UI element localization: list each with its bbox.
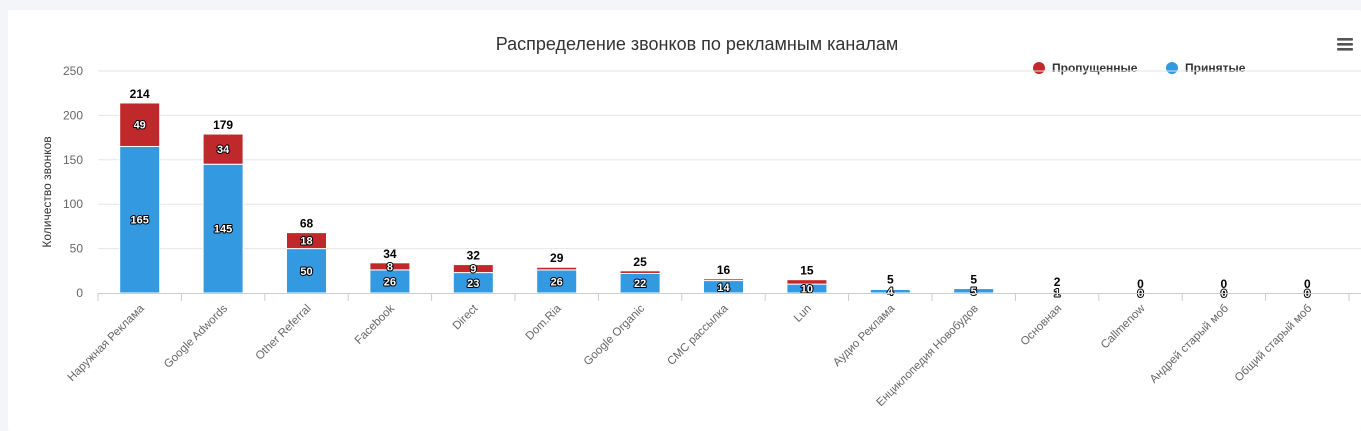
y-axis-title: Количество звонков: [40, 136, 54, 247]
total-label: 214: [130, 87, 150, 101]
data-label-accepted: 14: [717, 282, 730, 294]
total-label: 0: [1304, 277, 1311, 291]
x-tick-label: Lun: [792, 303, 814, 325]
x-tick-label: Наружная Реклама: [66, 302, 148, 384]
data-label-accepted: 26: [551, 276, 563, 288]
bar-stack[interactable]: 34 26 8: [369, 247, 411, 294]
bar-stack[interactable]: 25 22: [619, 255, 661, 294]
total-label: 15: [800, 264, 814, 278]
y-tick-label: 200: [63, 108, 83, 122]
bar-missed[interactable]: [786, 279, 828, 285]
bar-stack[interactable]: 32 23 9: [452, 249, 494, 294]
bar-missed[interactable]: [286, 232, 327, 250]
data-label-accepted: 50: [300, 266, 312, 278]
y-tick-label: 150: [63, 153, 83, 167]
total-label: 5: [970, 273, 977, 287]
data-label-missed: 34: [217, 144, 230, 156]
data-label-accepted: 165: [131, 215, 149, 227]
bar-missed[interactable]: [619, 270, 661, 274]
y-axis: 0 50 100 150 200 250: [63, 64, 83, 300]
x-tick-label: Основная: [1019, 303, 1065, 349]
x-axis: Наружная Реклама Google Adwords Other Refe…: [66, 293, 1361, 409]
x-tick-label: Other Referral: [254, 303, 314, 363]
chart-card: Распределение звонков по рекламным канал…: [8, 10, 1361, 431]
bar-missed[interactable]: [452, 264, 494, 274]
data-label-accepted: 5: [971, 286, 977, 298]
bar-stack[interactable]: 00: [1136, 277, 1144, 301]
total-label: 25: [633, 255, 647, 269]
legend-item[interactable]: Пропущенные: [1033, 61, 1138, 75]
legend: Пропущенные Принятые: [1033, 61, 1246, 75]
bar-accepted[interactable]: [119, 145, 161, 294]
data-label-accepted: 145: [214, 224, 232, 236]
bar-stack[interactable]: 00: [1303, 277, 1311, 301]
total-label: 0: [1137, 277, 1144, 291]
y-tick-label: 0: [76, 286, 83, 300]
total-label: 5: [887, 273, 894, 287]
bar-missed[interactable]: [536, 266, 578, 271]
total-label: 179: [213, 118, 233, 132]
x-tick-label: Google Adwords: [162, 302, 230, 370]
x-tick-label: Facebook: [353, 302, 397, 346]
legend-label: Принятые: [1185, 61, 1246, 75]
total-label: 2: [1054, 275, 1061, 289]
data-label-accepted: 22: [634, 278, 646, 290]
legend-marker: [1033, 62, 1045, 74]
x-tick-label: Direct: [451, 302, 481, 332]
x-tick-label: Андрей старый моб: [1148, 302, 1231, 385]
chart-title: Распределение звонков по рекламным канал…: [496, 34, 899, 54]
data-label-missed: 8: [387, 261, 393, 273]
bar-stack[interactable]: 29 26: [536, 251, 578, 294]
bar-stack[interactable]: 179 145 34: [202, 118, 244, 294]
data-label-missed: 49: [134, 120, 146, 132]
bar-missed[interactable]: [119, 102, 161, 147]
legend-label: Пропущенные: [1052, 61, 1138, 75]
x-tick-label: Google Organic: [582, 302, 648, 368]
bar-missed[interactable]: [1036, 290, 1078, 293]
data-label-accepted: 4: [887, 286, 894, 298]
y-tick-label: 100: [63, 197, 83, 211]
bar-missed[interactable]: [202, 133, 244, 165]
data-label-missed: 18: [300, 236, 312, 248]
bar-missed[interactable]: [703, 278, 744, 282]
legend-marker: [1166, 62, 1178, 74]
data-label-missed: 9: [470, 264, 476, 276]
total-label: 16: [717, 263, 731, 277]
grid-lines: [98, 70, 1361, 250]
x-tick-label: Общий старый моб: [1233, 302, 1315, 384]
total-label: 68: [300, 217, 314, 231]
bar-missed[interactable]: [369, 262, 411, 271]
data-label-accepted: 23: [467, 278, 479, 290]
bar-stack[interactable]: 214 165 49: [119, 87, 161, 294]
y-tick-label: 50: [70, 242, 84, 256]
x-tick-label: Енциклопедия Новобудов: [875, 303, 981, 409]
total-label: 0: [1221, 277, 1228, 291]
hamburger-menu-icon: [1337, 38, 1353, 51]
x-tick-label: Аудио Реклама: [831, 302, 898, 369]
x-tick-label: Dom.Ria: [524, 302, 565, 343]
bar-stack[interactable]: 21: [1036, 275, 1078, 301]
bar-stack[interactable]: 00: [1220, 277, 1228, 301]
legend-item[interactable]: Принятые: [1166, 61, 1246, 75]
total-label: 29: [550, 251, 564, 265]
total-label: 34: [383, 247, 397, 261]
x-tick-label: СМС рассылка: [665, 302, 731, 368]
bar-stack[interactable]: 68 50 18: [286, 217, 327, 294]
menu-button[interactable]: [1333, 34, 1357, 56]
total-label: 32: [467, 249, 481, 263]
data-label-accepted: 26: [384, 276, 396, 288]
bar-chart: Распределение звонков по рекламным канал…: [40, 34, 1361, 409]
bar-missed[interactable]: [869, 288, 911, 290]
x-tick-label: Callmenow: [1099, 302, 1148, 351]
bar-stack[interactable]: 54: [869, 273, 911, 299]
y-tick-label: 250: [63, 64, 83, 78]
